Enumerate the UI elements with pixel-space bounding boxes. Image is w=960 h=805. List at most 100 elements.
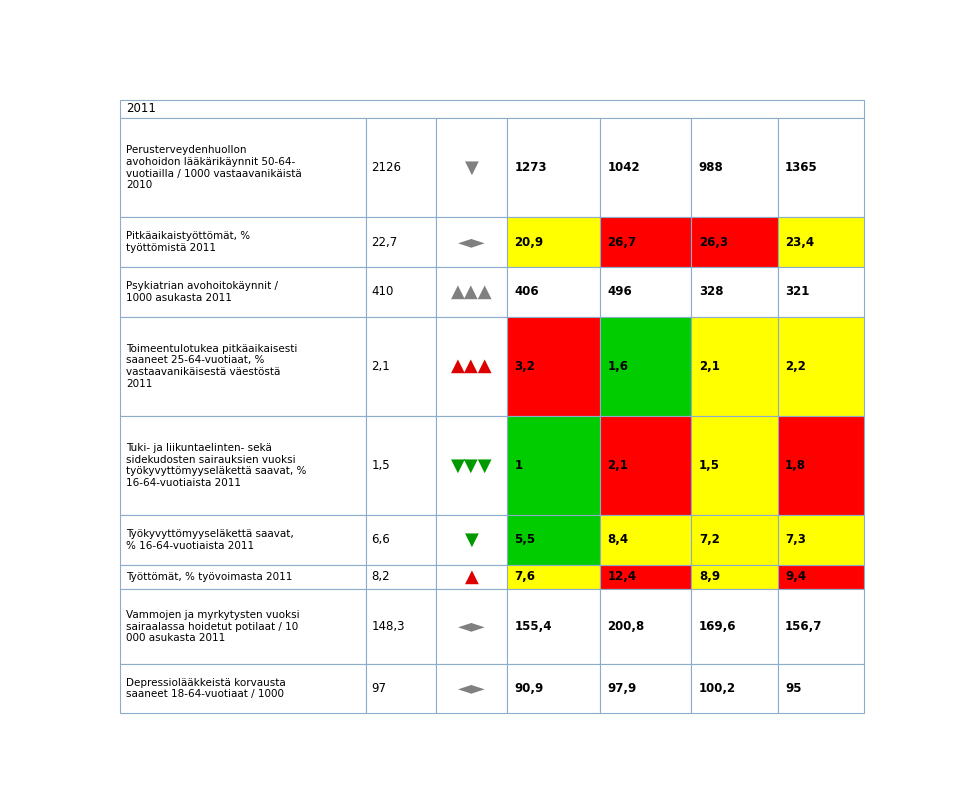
Bar (366, 267, 436, 316)
Text: 97,9: 97,9 (608, 682, 636, 695)
Bar (120, 416, 366, 515)
Bar (366, 589, 436, 664)
Text: 8,2: 8,2 (372, 571, 390, 584)
Text: Toimeentulotukea pitkäaikaisesti
saaneet 25-64-vuotiaat, %
vastaavanikäisestä vä: Toimeentulotukea pitkäaikaisesti saaneet… (126, 344, 298, 389)
Bar (778, 118, 864, 217)
Text: 1,5: 1,5 (699, 459, 720, 472)
Text: 1,8: 1,8 (785, 459, 806, 472)
Text: ▲▲▲: ▲▲▲ (451, 283, 492, 301)
Text: 200,8: 200,8 (608, 620, 644, 633)
Bar (691, 267, 778, 316)
Bar (691, 515, 778, 564)
Text: 156,7: 156,7 (785, 620, 823, 633)
Text: 988: 988 (699, 161, 724, 175)
Bar (507, 118, 600, 217)
Text: 2,2: 2,2 (785, 360, 806, 373)
Text: Psykiatrian avohoitokäynnit /
1000 asukasta 2011: Psykiatrian avohoitokäynnit / 1000 asuka… (126, 281, 278, 303)
Text: 2,1: 2,1 (372, 360, 390, 373)
Bar (691, 564, 778, 589)
Bar (436, 515, 507, 564)
Bar (120, 100, 864, 118)
Text: 26,3: 26,3 (699, 236, 728, 249)
Text: 2011: 2011 (126, 102, 156, 115)
Bar (120, 664, 366, 713)
Bar (507, 589, 600, 664)
Bar (436, 589, 507, 664)
Text: 20,9: 20,9 (515, 236, 543, 249)
Text: 321: 321 (785, 285, 809, 299)
Text: 23,4: 23,4 (785, 236, 814, 249)
Text: 3,2: 3,2 (515, 360, 535, 373)
Text: 97: 97 (372, 682, 387, 695)
Text: 90,9: 90,9 (515, 682, 543, 695)
Bar (120, 589, 366, 664)
Bar (366, 515, 436, 564)
Bar (600, 267, 691, 316)
Text: Perusterveydenhuollon
avohoidon lääkärikäynnit 50-64-
vuotiailla / 1000 vastaava: Perusterveydenhuollon avohoidon lääkärik… (126, 146, 301, 190)
Bar (120, 118, 366, 217)
Bar (436, 316, 507, 416)
Text: 1042: 1042 (608, 161, 640, 175)
Text: 9,4: 9,4 (785, 571, 806, 584)
Text: 1,5: 1,5 (372, 459, 390, 472)
Text: ◄►: ◄► (458, 617, 486, 636)
Text: 7,2: 7,2 (699, 533, 720, 547)
Bar (778, 416, 864, 515)
Text: 26,7: 26,7 (608, 236, 636, 249)
Bar (778, 564, 864, 589)
Bar (507, 664, 600, 713)
Text: 100,2: 100,2 (699, 682, 736, 695)
Bar (507, 564, 600, 589)
Text: Vammojen ja myrkytysten vuoksi
sairaalassa hoidetut potilaat / 10
000 asukasta 2: Vammojen ja myrkytysten vuoksi sairaalas… (126, 610, 300, 643)
Bar (691, 316, 778, 416)
Bar (600, 316, 691, 416)
Text: ▼: ▼ (465, 530, 478, 549)
Bar (120, 217, 366, 267)
Text: 1,6: 1,6 (608, 360, 628, 373)
Bar (600, 217, 691, 267)
Bar (507, 267, 600, 316)
Bar (120, 515, 366, 564)
Bar (778, 217, 864, 267)
Text: 2126: 2126 (372, 161, 401, 175)
Text: ▼: ▼ (465, 159, 478, 177)
Text: 8,9: 8,9 (699, 571, 720, 584)
Bar (507, 515, 600, 564)
Text: ▲▲▲: ▲▲▲ (451, 357, 492, 375)
Text: 410: 410 (372, 285, 394, 299)
Bar (691, 589, 778, 664)
Bar (436, 564, 507, 589)
Bar (120, 316, 366, 416)
Bar (600, 515, 691, 564)
Text: ▲: ▲ (465, 568, 478, 586)
Text: 1365: 1365 (785, 161, 818, 175)
Bar (436, 118, 507, 217)
Text: 169,6: 169,6 (699, 620, 736, 633)
Text: 1: 1 (515, 459, 522, 472)
Text: ◄►: ◄► (458, 679, 486, 698)
Text: Työkyvyttömyyseläkettä saavat,
% 16-64-vuotiaista 2011: Työkyvyttömyyseläkettä saavat, % 16-64-v… (126, 529, 294, 551)
Text: 1273: 1273 (515, 161, 547, 175)
Text: 406: 406 (515, 285, 539, 299)
Bar (436, 267, 507, 316)
Text: 6,6: 6,6 (372, 533, 390, 547)
Bar (366, 416, 436, 515)
Bar (507, 316, 600, 416)
Bar (600, 664, 691, 713)
Bar (436, 217, 507, 267)
Bar (778, 664, 864, 713)
Text: 95: 95 (785, 682, 802, 695)
Text: 328: 328 (699, 285, 723, 299)
Bar (691, 217, 778, 267)
Text: 7,3: 7,3 (785, 533, 806, 547)
Bar (366, 217, 436, 267)
Bar (600, 589, 691, 664)
Text: 155,4: 155,4 (515, 620, 552, 633)
Text: 8,4: 8,4 (608, 533, 629, 547)
Text: Depressiolääkkeistä korvausta
saaneet 18-64-vuotiaat / 1000: Depressiolääkkeistä korvausta saaneet 18… (126, 678, 286, 700)
Bar (366, 118, 436, 217)
Text: 148,3: 148,3 (372, 620, 405, 633)
Bar (691, 118, 778, 217)
Text: ◄►: ◄► (458, 233, 486, 251)
Bar (778, 515, 864, 564)
